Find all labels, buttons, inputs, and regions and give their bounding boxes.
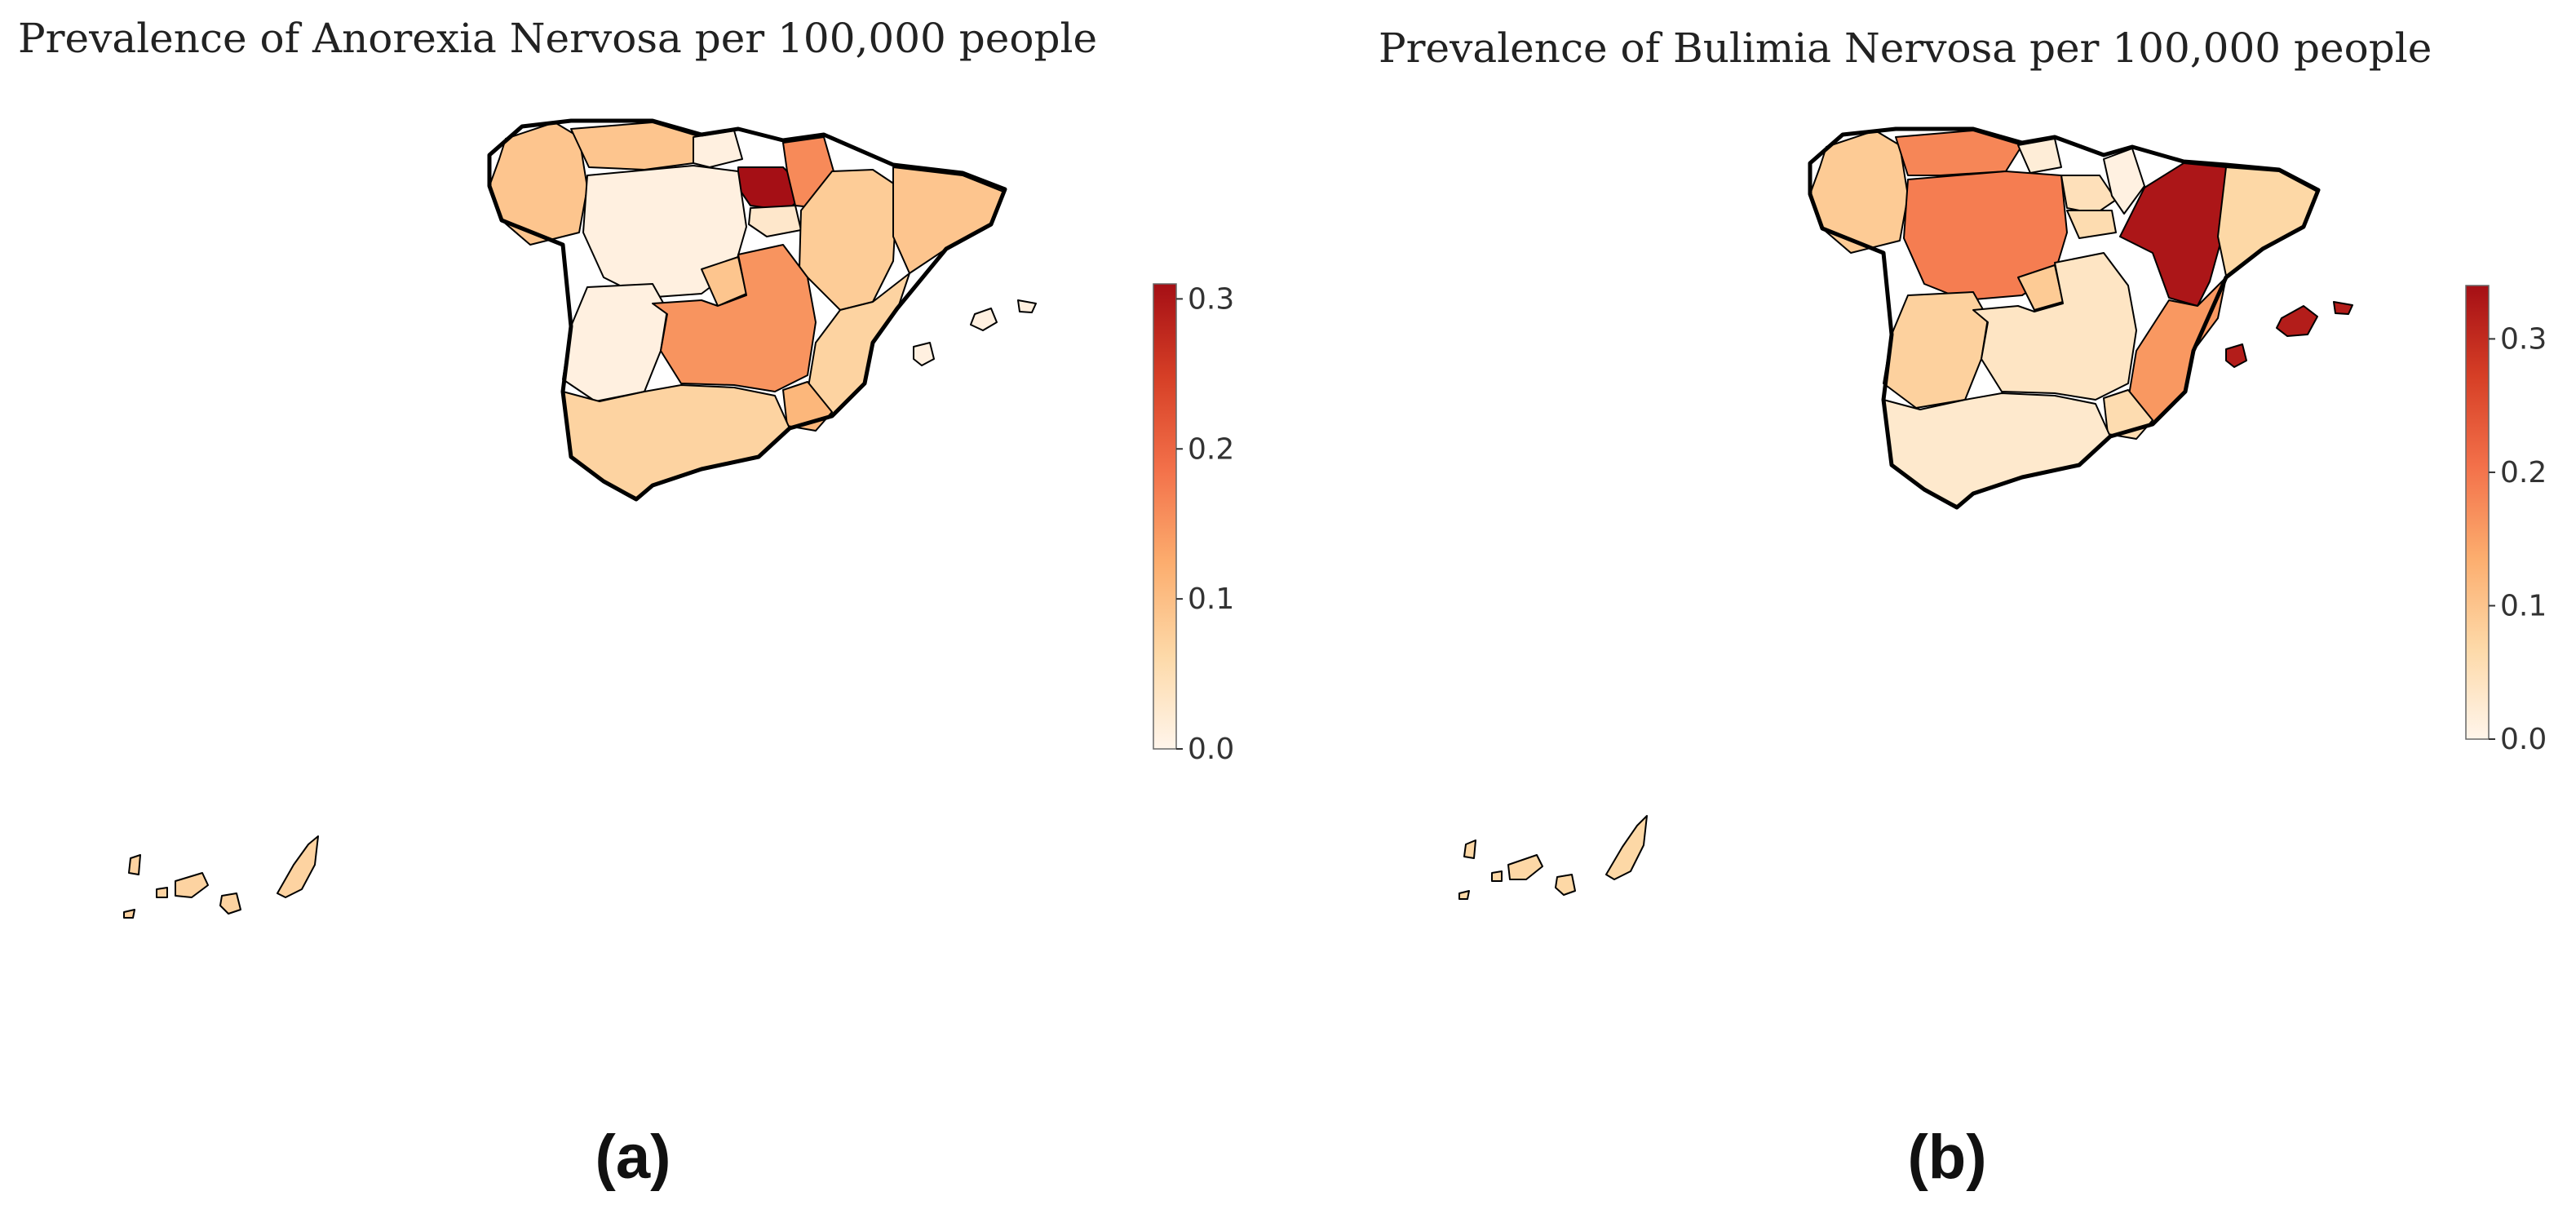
region-la-rioja bbox=[748, 205, 802, 237]
colorbar: 0.0 0.1 0.2 0.3 bbox=[2465, 285, 2547, 756]
colorbar-tick-label: 0.2 bbox=[2500, 456, 2547, 489]
colorbar-gradient bbox=[1153, 283, 1177, 750]
colorbar-tick-label: 0.1 bbox=[2500, 589, 2547, 622]
map-title: Prevalence of Bulimia Nervosa per 100,00… bbox=[1379, 24, 2432, 72]
region-galicia bbox=[489, 122, 588, 246]
coastline bbox=[487, 118, 1007, 502]
region-extremadura bbox=[562, 283, 668, 402]
panel-label: (b) bbox=[1907, 1123, 1987, 1192]
colorbar-tick-label: 0.2 bbox=[1188, 432, 1234, 466]
region-galicia bbox=[1809, 130, 1909, 254]
spain-map bbox=[1458, 126, 2353, 900]
region-extremadura bbox=[1883, 291, 1989, 409]
region-castilla-la-mancha bbox=[1972, 252, 2137, 401]
region-andalucia bbox=[1883, 392, 2111, 507]
panel-bulimia: Prevalence of Bulimia Nervosa per 100,00… bbox=[1288, 0, 2576, 1218]
panel-anorexia: Prevalence of Anorexia Nervosa per 100,0… bbox=[18, 15, 1234, 1192]
colorbar-tick-label: 0.1 bbox=[1188, 582, 1234, 616]
region-castilla-la-mancha bbox=[652, 244, 817, 392]
map-svg: 0.0 0.1 0.2 0.3 bbox=[123, 118, 1234, 919]
colorbar-tick-label: 0.3 bbox=[1188, 282, 1234, 316]
region-islas-baleares bbox=[2225, 301, 2353, 368]
region-pais-vasco bbox=[2060, 175, 2117, 215]
region-islas-baleares bbox=[913, 299, 1037, 366]
colorbar-tick-label: 0.0 bbox=[2500, 723, 2547, 756]
region-canarias bbox=[1458, 815, 1648, 900]
colorbar-tick-label: 0.0 bbox=[1188, 733, 1234, 766]
colorbar-tick-label: 0.3 bbox=[2500, 322, 2547, 356]
colorbar-gradient bbox=[2465, 285, 2490, 740]
colorbar: 0.0 0.1 0.2 0.3 bbox=[1153, 282, 1234, 766]
map-svg: 0.0 0.1 0.2 0.3 bbox=[1458, 126, 2547, 900]
region-canarias bbox=[123, 835, 319, 919]
panel-label: (a) bbox=[595, 1123, 671, 1192]
coastline bbox=[1808, 126, 2321, 510]
map-title: Prevalence of Anorexia Nervosa per 100,0… bbox=[18, 15, 1098, 62]
spain-map bbox=[123, 118, 1037, 919]
region-andalucia bbox=[562, 384, 790, 498]
region-la-rioja bbox=[2066, 210, 2117, 239]
region-aragon bbox=[799, 169, 898, 311]
